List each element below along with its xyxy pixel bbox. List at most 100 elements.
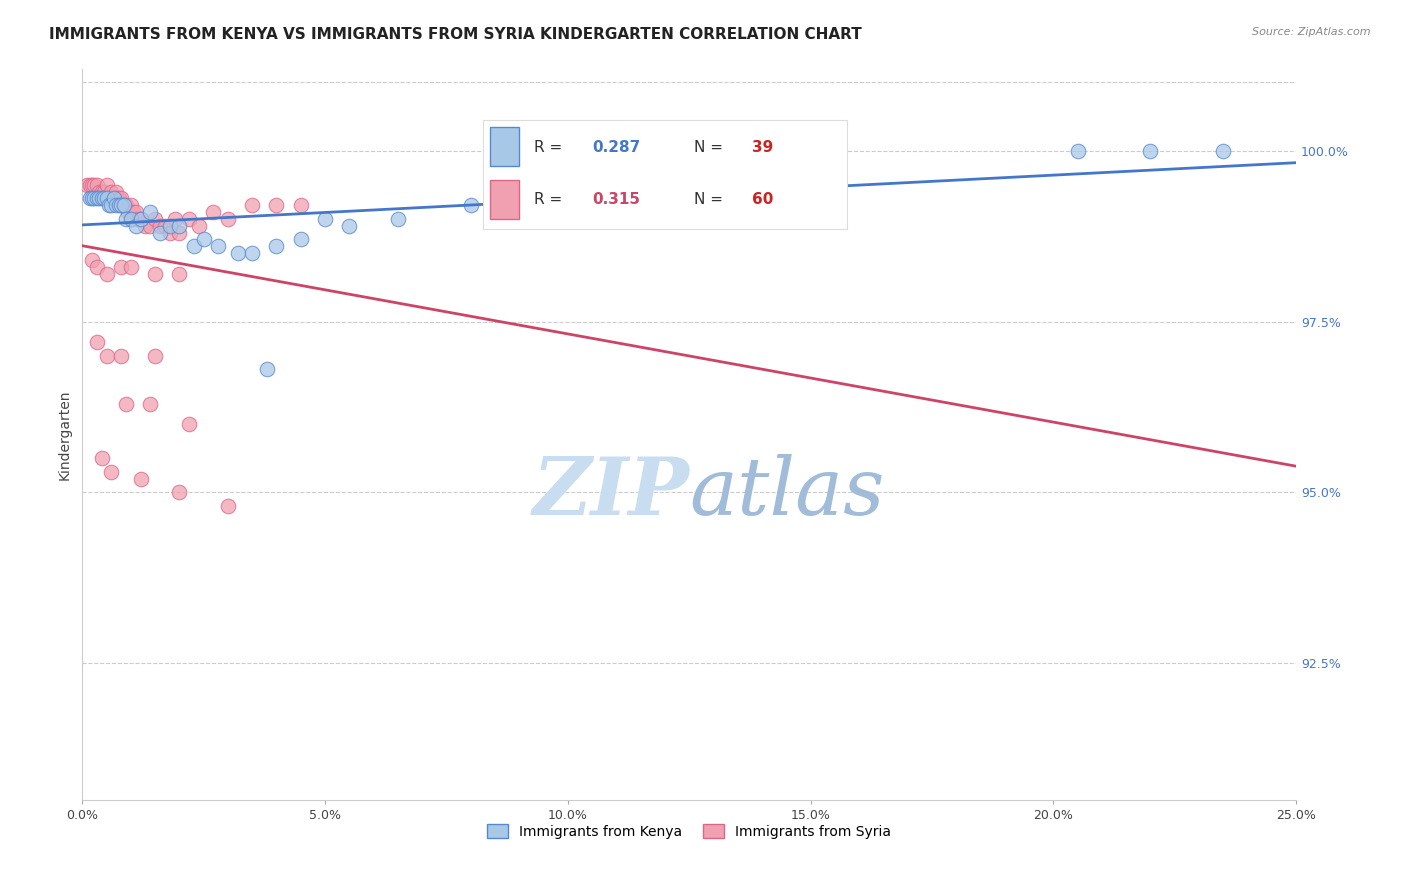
Point: [1139, 144, 1161, 158]
Point: [177, 417, 200, 431]
Point: [110, 349, 132, 363]
Point: [139, 219, 162, 233]
Point: [83, 178, 105, 192]
Point: [105, 191, 128, 205]
Point: [80, 252, 103, 267]
Point: [387, 211, 409, 226]
Point: [266, 239, 288, 253]
Point: [103, 191, 125, 205]
Point: [337, 219, 360, 233]
Point: [89, 191, 111, 205]
Point: [139, 205, 162, 219]
Point: [163, 211, 186, 226]
Point: [96, 178, 118, 192]
Point: [533, 191, 555, 205]
Point: [207, 239, 229, 253]
Point: [98, 191, 121, 205]
Point: [107, 191, 129, 205]
Point: [256, 362, 278, 376]
Point: [112, 198, 135, 212]
Y-axis label: Kindergarten: Kindergarten: [58, 389, 72, 480]
Legend: Immigrants from Kenya, Immigrants from Syria: Immigrants from Kenya, Immigrants from S…: [482, 819, 897, 845]
Point: [1212, 144, 1234, 158]
Point: [79, 178, 101, 192]
Point: [240, 246, 263, 260]
Point: [169, 219, 191, 233]
Point: [96, 349, 118, 363]
Point: [129, 472, 152, 486]
Point: [169, 226, 191, 240]
Point: [105, 198, 128, 212]
Point: [193, 232, 215, 246]
Point: [117, 205, 139, 219]
Point: [86, 260, 108, 274]
Text: IMMIGRANTS FROM KENYA VS IMMIGRANTS FROM SYRIA KINDERGARTEN CORRELATION CHART: IMMIGRANTS FROM KENYA VS IMMIGRANTS FROM…: [49, 27, 862, 42]
Point: [266, 198, 288, 212]
Point: [86, 334, 108, 349]
Point: [93, 185, 115, 199]
Point: [120, 198, 142, 212]
Point: [149, 226, 172, 240]
Point: [100, 465, 122, 479]
Point: [80, 191, 103, 205]
Point: [202, 205, 225, 219]
Point: [90, 185, 112, 199]
Text: Source: ZipAtlas.com: Source: ZipAtlas.com: [1253, 27, 1371, 37]
Point: [226, 246, 249, 260]
Point: [143, 267, 166, 281]
Point: [112, 198, 135, 212]
Point: [93, 191, 115, 205]
Point: [120, 211, 142, 226]
Text: atlas: atlas: [689, 454, 884, 532]
Point: [143, 349, 166, 363]
Point: [143, 211, 166, 226]
Point: [98, 198, 121, 212]
Point: [100, 185, 122, 199]
Point: [1066, 144, 1088, 158]
Point: [129, 211, 152, 226]
Point: [134, 219, 156, 233]
Point: [115, 211, 138, 226]
Point: [115, 396, 138, 410]
Point: [110, 191, 132, 205]
Point: [125, 219, 148, 233]
Point: [125, 205, 148, 219]
Point: [159, 219, 181, 233]
Point: [149, 219, 172, 233]
Point: [107, 198, 129, 212]
Point: [290, 232, 312, 246]
Point: [79, 191, 101, 205]
Point: [86, 191, 108, 205]
Point: [105, 185, 128, 199]
Point: [76, 178, 98, 192]
Point: [110, 260, 132, 274]
Point: [103, 191, 125, 205]
Point: [96, 191, 118, 205]
Point: [90, 191, 112, 205]
Point: [290, 198, 312, 212]
Point: [96, 267, 118, 281]
Point: [159, 226, 181, 240]
Point: [217, 499, 239, 513]
Point: [115, 198, 138, 212]
Point: [240, 198, 263, 212]
Point: [86, 178, 108, 192]
Point: [177, 211, 200, 226]
Point: [122, 205, 145, 219]
Point: [217, 211, 239, 226]
Point: [89, 185, 111, 199]
Text: ZIP: ZIP: [533, 454, 689, 532]
Point: [110, 198, 132, 212]
Point: [83, 191, 105, 205]
Point: [314, 211, 336, 226]
Point: [187, 219, 209, 233]
Point: [90, 451, 112, 466]
Point: [120, 260, 142, 274]
Point: [120, 211, 142, 226]
Point: [169, 485, 191, 500]
Point: [139, 396, 162, 410]
Point: [460, 198, 482, 212]
Point: [129, 211, 152, 226]
Point: [153, 219, 176, 233]
Point: [96, 191, 118, 205]
